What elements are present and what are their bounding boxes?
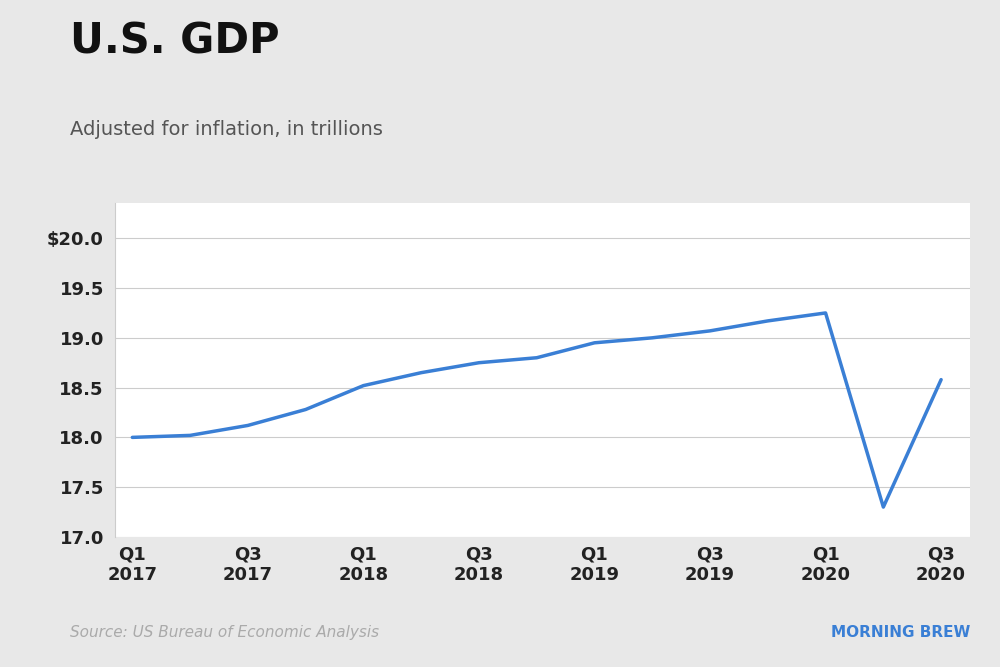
Text: Adjusted for inflation, in trillions: Adjusted for inflation, in trillions	[70, 120, 383, 139]
Text: U.S. GDP: U.S. GDP	[70, 20, 280, 62]
Text: MORNING BREW: MORNING BREW	[831, 626, 970, 640]
Text: Source: US Bureau of Economic Analysis: Source: US Bureau of Economic Analysis	[70, 626, 379, 640]
